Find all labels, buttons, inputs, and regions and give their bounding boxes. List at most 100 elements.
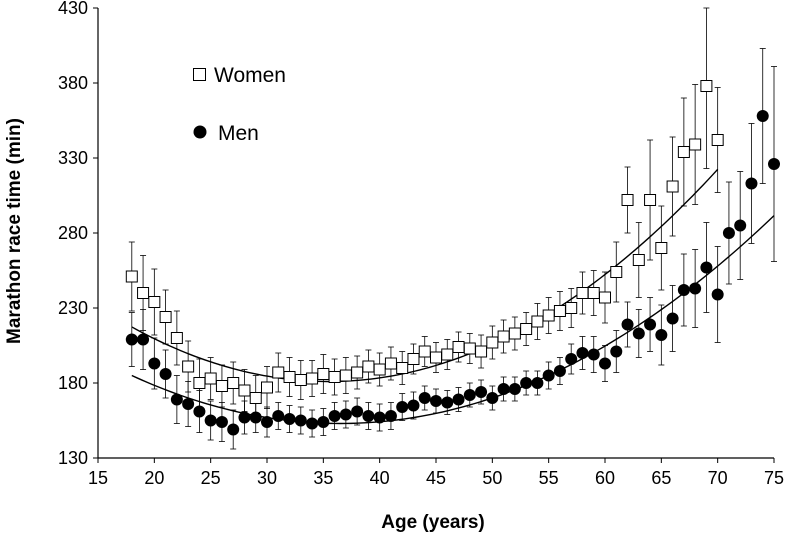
men-point — [306, 417, 319, 430]
men-point — [238, 411, 251, 424]
men-point — [430, 395, 442, 407]
x-tick-label: 15 — [88, 468, 108, 488]
women-point — [599, 291, 611, 304]
men-point — [407, 399, 420, 412]
women-point — [430, 351, 442, 364]
men-point — [700, 261, 713, 274]
women-point — [463, 342, 476, 355]
men-point — [317, 416, 330, 428]
x-tick-label: 55 — [539, 468, 559, 488]
women-point — [125, 270, 138, 283]
women-point — [407, 353, 420, 365]
women-point — [587, 287, 600, 299]
women-point — [553, 305, 566, 317]
women-point — [508, 327, 521, 340]
legend: Women Men — [193, 64, 286, 145]
women-point — [384, 357, 397, 370]
women-point — [531, 315, 544, 328]
men-point — [137, 333, 150, 346]
men-point — [294, 414, 307, 427]
women-point — [520, 323, 533, 335]
men-point — [745, 177, 758, 190]
women-point — [610, 266, 623, 278]
men-point — [170, 393, 183, 406]
women-point — [666, 180, 679, 193]
men-point — [722, 227, 735, 239]
x-tick-label: 25 — [201, 468, 221, 488]
fit-lines — [131, 168, 775, 425]
x-tick-label: 70 — [708, 468, 728, 488]
men-point — [734, 219, 747, 232]
men-point — [193, 405, 206, 418]
legend-men-label: Men — [218, 122, 259, 145]
women-point — [227, 377, 240, 389]
men-point — [463, 389, 476, 401]
women-point — [193, 377, 206, 389]
men-point — [666, 312, 679, 325]
x-tick-label: 50 — [482, 468, 502, 488]
men-point — [711, 288, 724, 301]
axes — [93, 7, 775, 463]
x-tick-label: 30 — [257, 468, 277, 488]
women-point — [249, 392, 262, 404]
men-point — [384, 410, 397, 422]
x-tick-label: 35 — [313, 468, 333, 488]
x-tick-label: 65 — [651, 468, 671, 488]
women-point — [215, 380, 228, 392]
men-point — [644, 318, 657, 331]
y-tick-label: 330 — [58, 148, 88, 168]
men-point — [599, 357, 611, 370]
women-point — [137, 287, 150, 299]
men-point — [182, 398, 195, 410]
x-tick-label: 20 — [144, 468, 164, 488]
women-point — [700, 80, 713, 92]
women-point — [148, 296, 161, 308]
men-point — [283, 413, 296, 425]
men-point — [632, 327, 645, 340]
men-point — [497, 383, 510, 395]
men-point — [610, 345, 623, 358]
y-tick-label: 230 — [58, 298, 88, 318]
men-point — [655, 329, 668, 341]
women-point — [396, 362, 409, 374]
men-point — [148, 357, 161, 370]
men-point — [689, 282, 702, 295]
men-point — [441, 396, 454, 409]
y-tick-label: 430 — [58, 0, 88, 18]
women-point — [328, 371, 341, 383]
women-point — [351, 366, 364, 379]
women-point — [339, 369, 352, 382]
women-point — [644, 194, 657, 206]
x-tick-label: 60 — [595, 468, 615, 488]
men-fit-line — [131, 215, 775, 425]
women-point — [373, 363, 386, 376]
men-point — [565, 353, 578, 365]
men-point — [328, 410, 341, 422]
women-point — [170, 332, 183, 344]
men-point — [621, 318, 634, 331]
men-point — [486, 392, 499, 404]
y-tick-label: 380 — [58, 73, 88, 93]
women-fit-line — [131, 168, 719, 383]
women-point — [486, 336, 499, 349]
men-point — [249, 411, 262, 424]
women-point — [238, 384, 251, 397]
men-point — [261, 416, 273, 428]
women-point — [294, 374, 307, 386]
x-tick-label: 45 — [426, 468, 446, 488]
men-point — [452, 393, 465, 406]
women-point — [283, 371, 296, 383]
women-point — [204, 372, 217, 385]
men-point — [553, 365, 566, 377]
x-tick-label: 40 — [370, 468, 390, 488]
men-point — [756, 110, 769, 122]
men-point — [418, 392, 431, 404]
women-point — [632, 254, 645, 266]
men-point — [362, 410, 375, 422]
women-point — [576, 287, 589, 299]
women-point — [362, 360, 375, 373]
women-point — [306, 372, 319, 385]
men-point — [587, 348, 600, 361]
men-point — [531, 377, 544, 389]
women-point — [565, 302, 578, 314]
